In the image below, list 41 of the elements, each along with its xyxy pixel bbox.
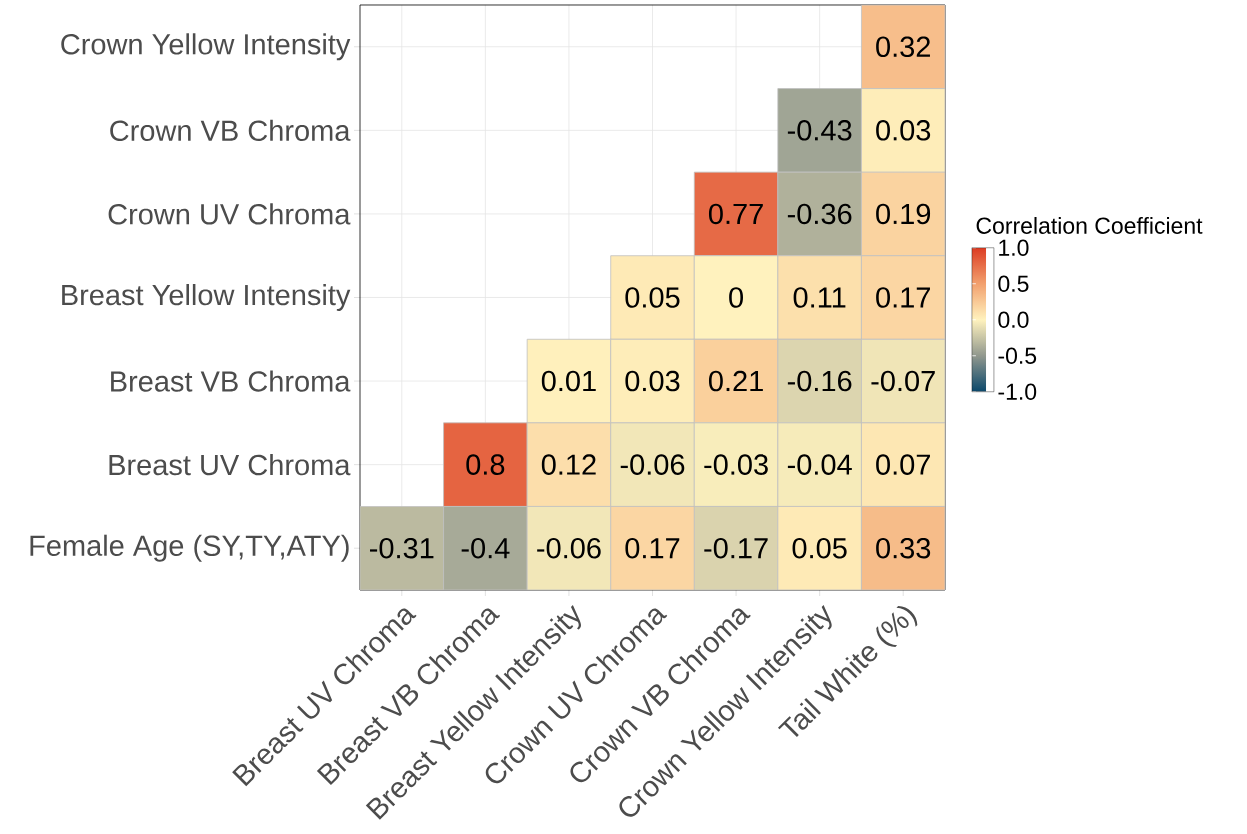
y-tick-label: Crown UV Chroma xyxy=(108,203,351,225)
data-label: 0.03 xyxy=(876,120,931,141)
data-label: 0.01 xyxy=(541,370,596,392)
y-tick-label: Breast UV Chroma xyxy=(109,453,351,476)
data-label: -0.07 xyxy=(871,370,935,392)
color-bar-label: 1.0 xyxy=(999,239,1029,256)
data-label: -0.31 xyxy=(370,537,434,559)
y-tick-label: Breast VB Chroma xyxy=(111,370,351,392)
data-label: 0.32 xyxy=(876,36,930,58)
y-tick-label: Crown Yellow Intensity xyxy=(61,33,351,61)
data-label: 0.11 xyxy=(793,287,846,308)
data-label: 0.07 xyxy=(876,454,930,475)
data-label: -0.43 xyxy=(787,120,852,141)
data-label: 0.19 xyxy=(876,203,931,225)
data-label: 0.33 xyxy=(876,537,931,559)
data-label: 0.77 xyxy=(708,203,763,225)
color-bar-label: 0.0 xyxy=(998,311,1029,328)
data-label: -0.17 xyxy=(704,537,768,559)
data-label: 0.12 xyxy=(541,454,596,475)
y-tick-label: Female Age (SY,TY,ATY) xyxy=(30,534,349,562)
data-label: 0.05 xyxy=(792,537,847,559)
data-label: -0.16 xyxy=(787,370,852,392)
data-label: 0 xyxy=(729,287,743,308)
data-label: 0.8 xyxy=(466,454,505,475)
color-bar-label: 0.5 xyxy=(998,275,1029,292)
data-label: -0.06 xyxy=(537,537,601,559)
data-label: -0.4 xyxy=(461,537,510,559)
y-tick-label: Crown VB Chroma xyxy=(110,119,351,141)
data-label: 0.03 xyxy=(625,370,680,392)
data-label: -0.04 xyxy=(787,454,852,475)
data-label: -0.36 xyxy=(787,203,852,225)
color-bar-title: Correlation Coefficient xyxy=(976,217,1203,234)
color-bar-label: -0.5 xyxy=(998,347,1037,364)
data-label: 0.05 xyxy=(625,287,680,308)
data-label: 0.17 xyxy=(876,287,930,308)
data-label: -0.03 xyxy=(704,454,768,475)
data-label: 0.17 xyxy=(625,537,680,559)
data-label: 0.21 xyxy=(708,370,763,392)
y-tick-label: Breast Yellow Intensity xyxy=(62,283,351,312)
color-bar-label: -1.0 xyxy=(998,383,1037,400)
data-label: -0.06 xyxy=(620,454,685,475)
